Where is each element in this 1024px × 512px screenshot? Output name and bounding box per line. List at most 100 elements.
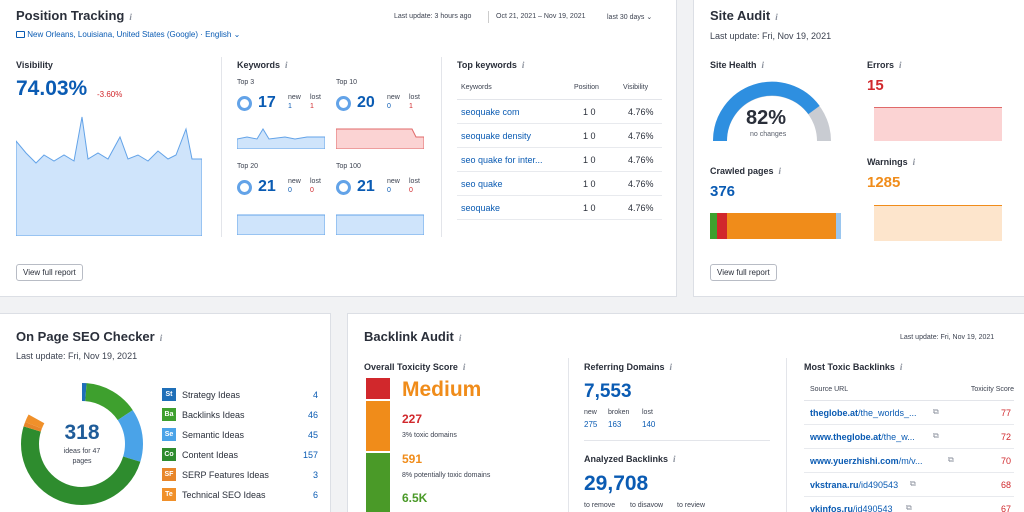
- site-audit-title-text: Site Audit: [710, 8, 771, 23]
- group-value: 21: [258, 178, 276, 195]
- position-tracking-title: Position Tracking i: [16, 8, 132, 23]
- idea-label: Strategy Ideas: [182, 390, 241, 400]
- external-link-icon[interactable]: ⧉: [906, 503, 912, 512]
- backlink-audit-card: Backlink Audit i Last update: Fri, Nov 19…: [347, 313, 1024, 512]
- info-icon[interactable]: i: [912, 157, 916, 167]
- external-link-icon[interactable]: ⧉: [933, 431, 939, 440]
- bar-segment-warnings: [727, 213, 836, 239]
- keyword-link[interactable]: seoquake density: [461, 131, 532, 141]
- new-label: new: [288, 94, 301, 101]
- source-url-link[interactable]: vkinfos.ru/id490543: [810, 504, 893, 512]
- strategy-badge-icon: St: [162, 388, 176, 401]
- location-select[interactable]: New Orleans, Louisiana, United States (G…: [16, 30, 240, 39]
- external-link-icon[interactable]: ⧉: [910, 479, 916, 488]
- potential-note: 8% potentially toxic domains: [402, 472, 491, 479]
- info-icon[interactable]: i: [669, 362, 673, 372]
- source-url-link[interactable]: www.yuerzhishi.com/m/v...: [810, 456, 923, 466]
- on-page-seo-title: On Page SEO Checker i: [16, 329, 162, 344]
- col-header-visibility: Visibility: [623, 84, 649, 91]
- info-icon[interactable]: i: [899, 362, 903, 372]
- analyzed-backlinks-label-text: Analyzed Backlinks: [584, 454, 669, 464]
- divider: [786, 358, 787, 512]
- donut-icon: [237, 180, 252, 195]
- nontoxic-count: 6.5K: [402, 491, 428, 505]
- table-row: www.yuerzhishi.com/m/v... ⧉ 70: [804, 449, 1014, 473]
- visibility-change: -3.60%: [97, 90, 123, 99]
- view-full-report-button[interactable]: View full report: [710, 264, 777, 281]
- list-item[interactable]: Se Semantic Ideas 45: [162, 427, 322, 443]
- idea-count: 157: [302, 450, 318, 460]
- group-label: Top 10: [336, 79, 358, 86]
- view-full-report-button[interactable]: View full report: [16, 264, 83, 281]
- info-icon[interactable]: i: [761, 60, 765, 70]
- list-item[interactable]: Te Technical SEO Ideas 6: [162, 487, 322, 503]
- keyword-link[interactable]: seo quake: [461, 179, 503, 189]
- idea-label: SERP Features Ideas: [182, 470, 269, 480]
- external-link-icon[interactable]: ⧉: [933, 407, 939, 416]
- info-icon[interactable]: i: [159, 333, 163, 343]
- info-icon[interactable]: i: [458, 333, 462, 343]
- ref-lost-value[interactable]: 140: [642, 420, 656, 429]
- chevron-down-icon: ⌄: [646, 14, 653, 21]
- keyword-group-top3[interactable]: Top 3 17 new lost 1 1: [237, 79, 327, 149]
- info-icon[interactable]: i: [129, 12, 132, 22]
- info-icon[interactable]: i: [462, 362, 466, 372]
- list-item[interactable]: Co Content Ideas 157: [162, 447, 322, 463]
- visibility-value: 4.76%: [628, 179, 654, 189]
- info-icon[interactable]: i: [285, 60, 288, 70]
- ref-new-value[interactable]: 275: [584, 420, 598, 429]
- toxicity-score: 68: [1000, 480, 1011, 490]
- col-header-keywords: Keywords: [461, 84, 492, 91]
- group-label: Top 100: [336, 163, 361, 170]
- source-url-link[interactable]: vkstrana.ru/id490543: [810, 480, 898, 490]
- visibility-value: 4.76%: [628, 155, 654, 165]
- visibility-value: 4.76%: [628, 131, 654, 141]
- serp-badge-icon: SF: [162, 468, 176, 481]
- info-icon[interactable]: i: [775, 12, 778, 22]
- bar-segment-nontoxic: [366, 453, 390, 512]
- keyword-group-top100[interactable]: Top 100 21 new lost 0 0: [336, 163, 426, 235]
- ideas-total: 318: [64, 421, 100, 444]
- info-icon[interactable]: i: [899, 60, 902, 70]
- idea-count: 46: [307, 410, 318, 420]
- position-value: 1 0: [583, 203, 596, 213]
- warnings-label-text: Warnings: [867, 157, 908, 167]
- source-url-link[interactable]: www.theglobe.at/the_w...: [810, 432, 915, 442]
- ideas-note-pages: pages: [72, 458, 92, 465]
- warnings-label: Warnings i: [867, 157, 915, 167]
- bar-segment-toxic: [366, 378, 390, 399]
- source-domain: theglobe.at: [810, 408, 859, 418]
- list-item[interactable]: St Strategy Ideas 4: [162, 387, 322, 403]
- top3-sparkline: [237, 128, 325, 149]
- table-row: vkstrana.ru/id490543 ⧉ 68: [804, 473, 1014, 497]
- keyword-group-top10[interactable]: Top 10 20 new lost 0 1: [336, 79, 426, 149]
- list-item[interactable]: SF SERP Features Ideas 3: [162, 467, 322, 483]
- toxic-note: 3% toxic domains: [402, 432, 457, 439]
- chevron-down-icon: ⌄: [233, 30, 241, 39]
- keyword-group-top20[interactable]: Top 20 21 new lost 0 0: [237, 163, 327, 235]
- backlink-audit-title: Backlink Audit i: [364, 329, 461, 344]
- source-domain: vkinfos.ru: [810, 504, 854, 512]
- info-icon[interactable]: i: [521, 60, 525, 70]
- donut-segment-content: [21, 383, 143, 505]
- info-icon[interactable]: i: [673, 454, 676, 464]
- list-item[interactable]: Ba Backlinks Ideas 46: [162, 407, 322, 423]
- keyword-link[interactable]: seoquake com: [461, 107, 520, 117]
- site-audit-card: Site Audit i Last update: Fri, Nov 19, 20…: [693, 0, 1024, 297]
- period-select[interactable]: last 30 days ⌄: [607, 13, 652, 21]
- lost-label: lost: [409, 94, 420, 101]
- lost-label: lost: [310, 94, 321, 101]
- info-icon[interactable]: i: [778, 166, 782, 176]
- site-audit-title: Site Audit i: [710, 8, 778, 23]
- position-value: 1 0: [583, 179, 596, 189]
- divider: [457, 99, 662, 100]
- most-toxic-label-text: Most Toxic Backlinks: [804, 362, 895, 372]
- errors-label: Errors i: [867, 60, 902, 70]
- ref-col-new: new: [584, 409, 597, 416]
- ref-broken-value[interactable]: 163: [608, 420, 622, 429]
- technical-badge-icon: Te: [162, 488, 176, 501]
- external-link-icon[interactable]: ⧉: [948, 455, 954, 464]
- source-url-link[interactable]: theglobe.at/the_worlds_...: [810, 408, 917, 418]
- keyword-link[interactable]: seoquake: [461, 203, 501, 213]
- keyword-link[interactable]: seo quake for inter...: [461, 155, 543, 165]
